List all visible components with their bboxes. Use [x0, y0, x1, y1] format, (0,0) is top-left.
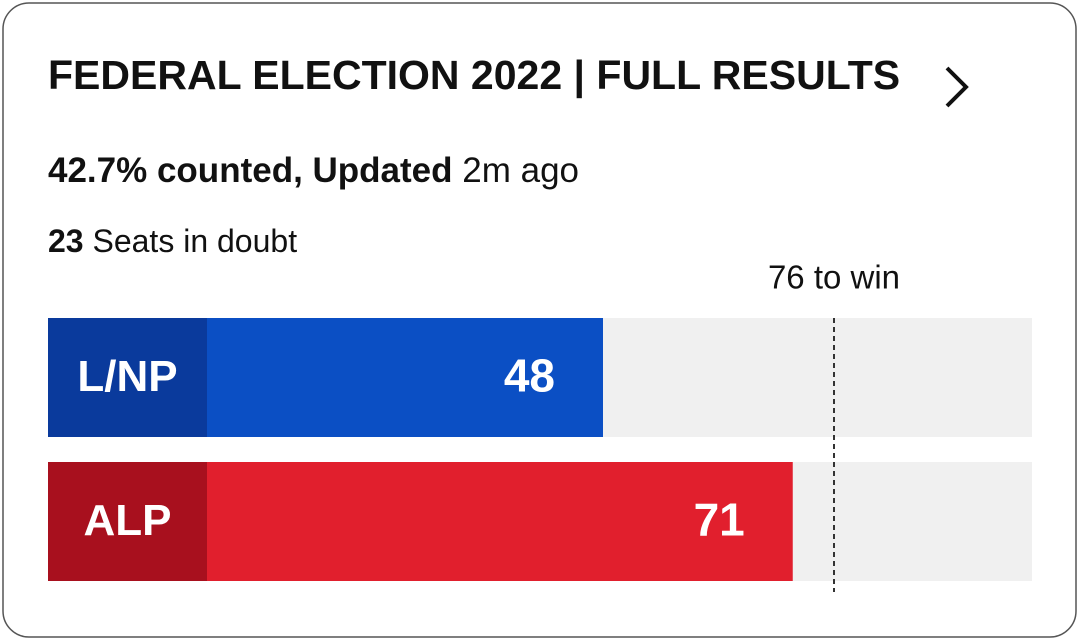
doubt-count: 23 — [48, 223, 84, 259]
doubt: 23 Seats in doubt — [48, 223, 297, 259]
status: 42.7% counted, Updated 2m ago — [48, 151, 579, 190]
title[interactable]: FEDERAL ELECTION 2022 | FULL RESULTS — [48, 52, 900, 98]
threshold-label: 76 to win — [768, 259, 900, 296]
bar — [207, 462, 793, 581]
value-label: 71 — [694, 494, 745, 546]
doubt-label: Seats in doubt — [92, 223, 297, 259]
party-label: ALP — [84, 496, 172, 545]
updated: 2m ago — [462, 151, 579, 190]
counted: 42.7% counted, Updated — [48, 151, 453, 190]
party-label: L/NP — [77, 352, 177, 401]
label-box — [48, 318, 207, 437]
bar — [207, 318, 603, 437]
label-box — [48, 462, 207, 581]
chevron[interactable] — [945, 66, 969, 108]
value-label: 48 — [504, 350, 555, 402]
